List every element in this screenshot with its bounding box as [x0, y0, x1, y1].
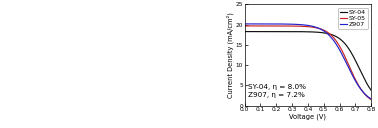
- SY-05: [317, 28, 321, 29]
- SY-04: [300, 31, 304, 33]
- SY-04: [242, 31, 247, 32]
- SY-04: [369, 90, 373, 91]
- SY-05: [265, 25, 269, 27]
- Text: SY-04, η = 8.0%
Z907, η = 7.2%: SY-04, η = 8.0% Z907, η = 7.2%: [248, 83, 306, 98]
- SY-05: [338, 46, 342, 47]
- Line: SY-04: SY-04: [245, 32, 371, 90]
- Z907: [369, 98, 373, 100]
- SY-05: [275, 25, 279, 27]
- Z907: [265, 23, 269, 25]
- Line: SY-05: SY-05: [245, 26, 371, 100]
- Z907: [327, 35, 332, 36]
- SY-04: [317, 32, 321, 33]
- Z907: [300, 24, 304, 25]
- Line: Z907: Z907: [245, 24, 371, 99]
- Z907: [275, 23, 279, 25]
- SY-04: [338, 38, 342, 40]
- SY-05: [327, 33, 332, 34]
- SY-04: [327, 33, 332, 35]
- Z907: [317, 28, 321, 29]
- SY-05: [242, 25, 247, 27]
- SY-05: [369, 99, 373, 100]
- SY-04: [275, 31, 279, 32]
- SY-04: [265, 31, 269, 32]
- SY-05: [300, 25, 304, 27]
- Legend: SY-04, SY-05, Z907: SY-04, SY-05, Z907: [338, 8, 368, 29]
- Y-axis label: Current Density (mA/cm²): Current Density (mA/cm²): [227, 12, 234, 98]
- X-axis label: Voltage (V): Voltage (V): [290, 113, 326, 120]
- Z907: [338, 50, 342, 51]
- Z907: [242, 23, 247, 25]
